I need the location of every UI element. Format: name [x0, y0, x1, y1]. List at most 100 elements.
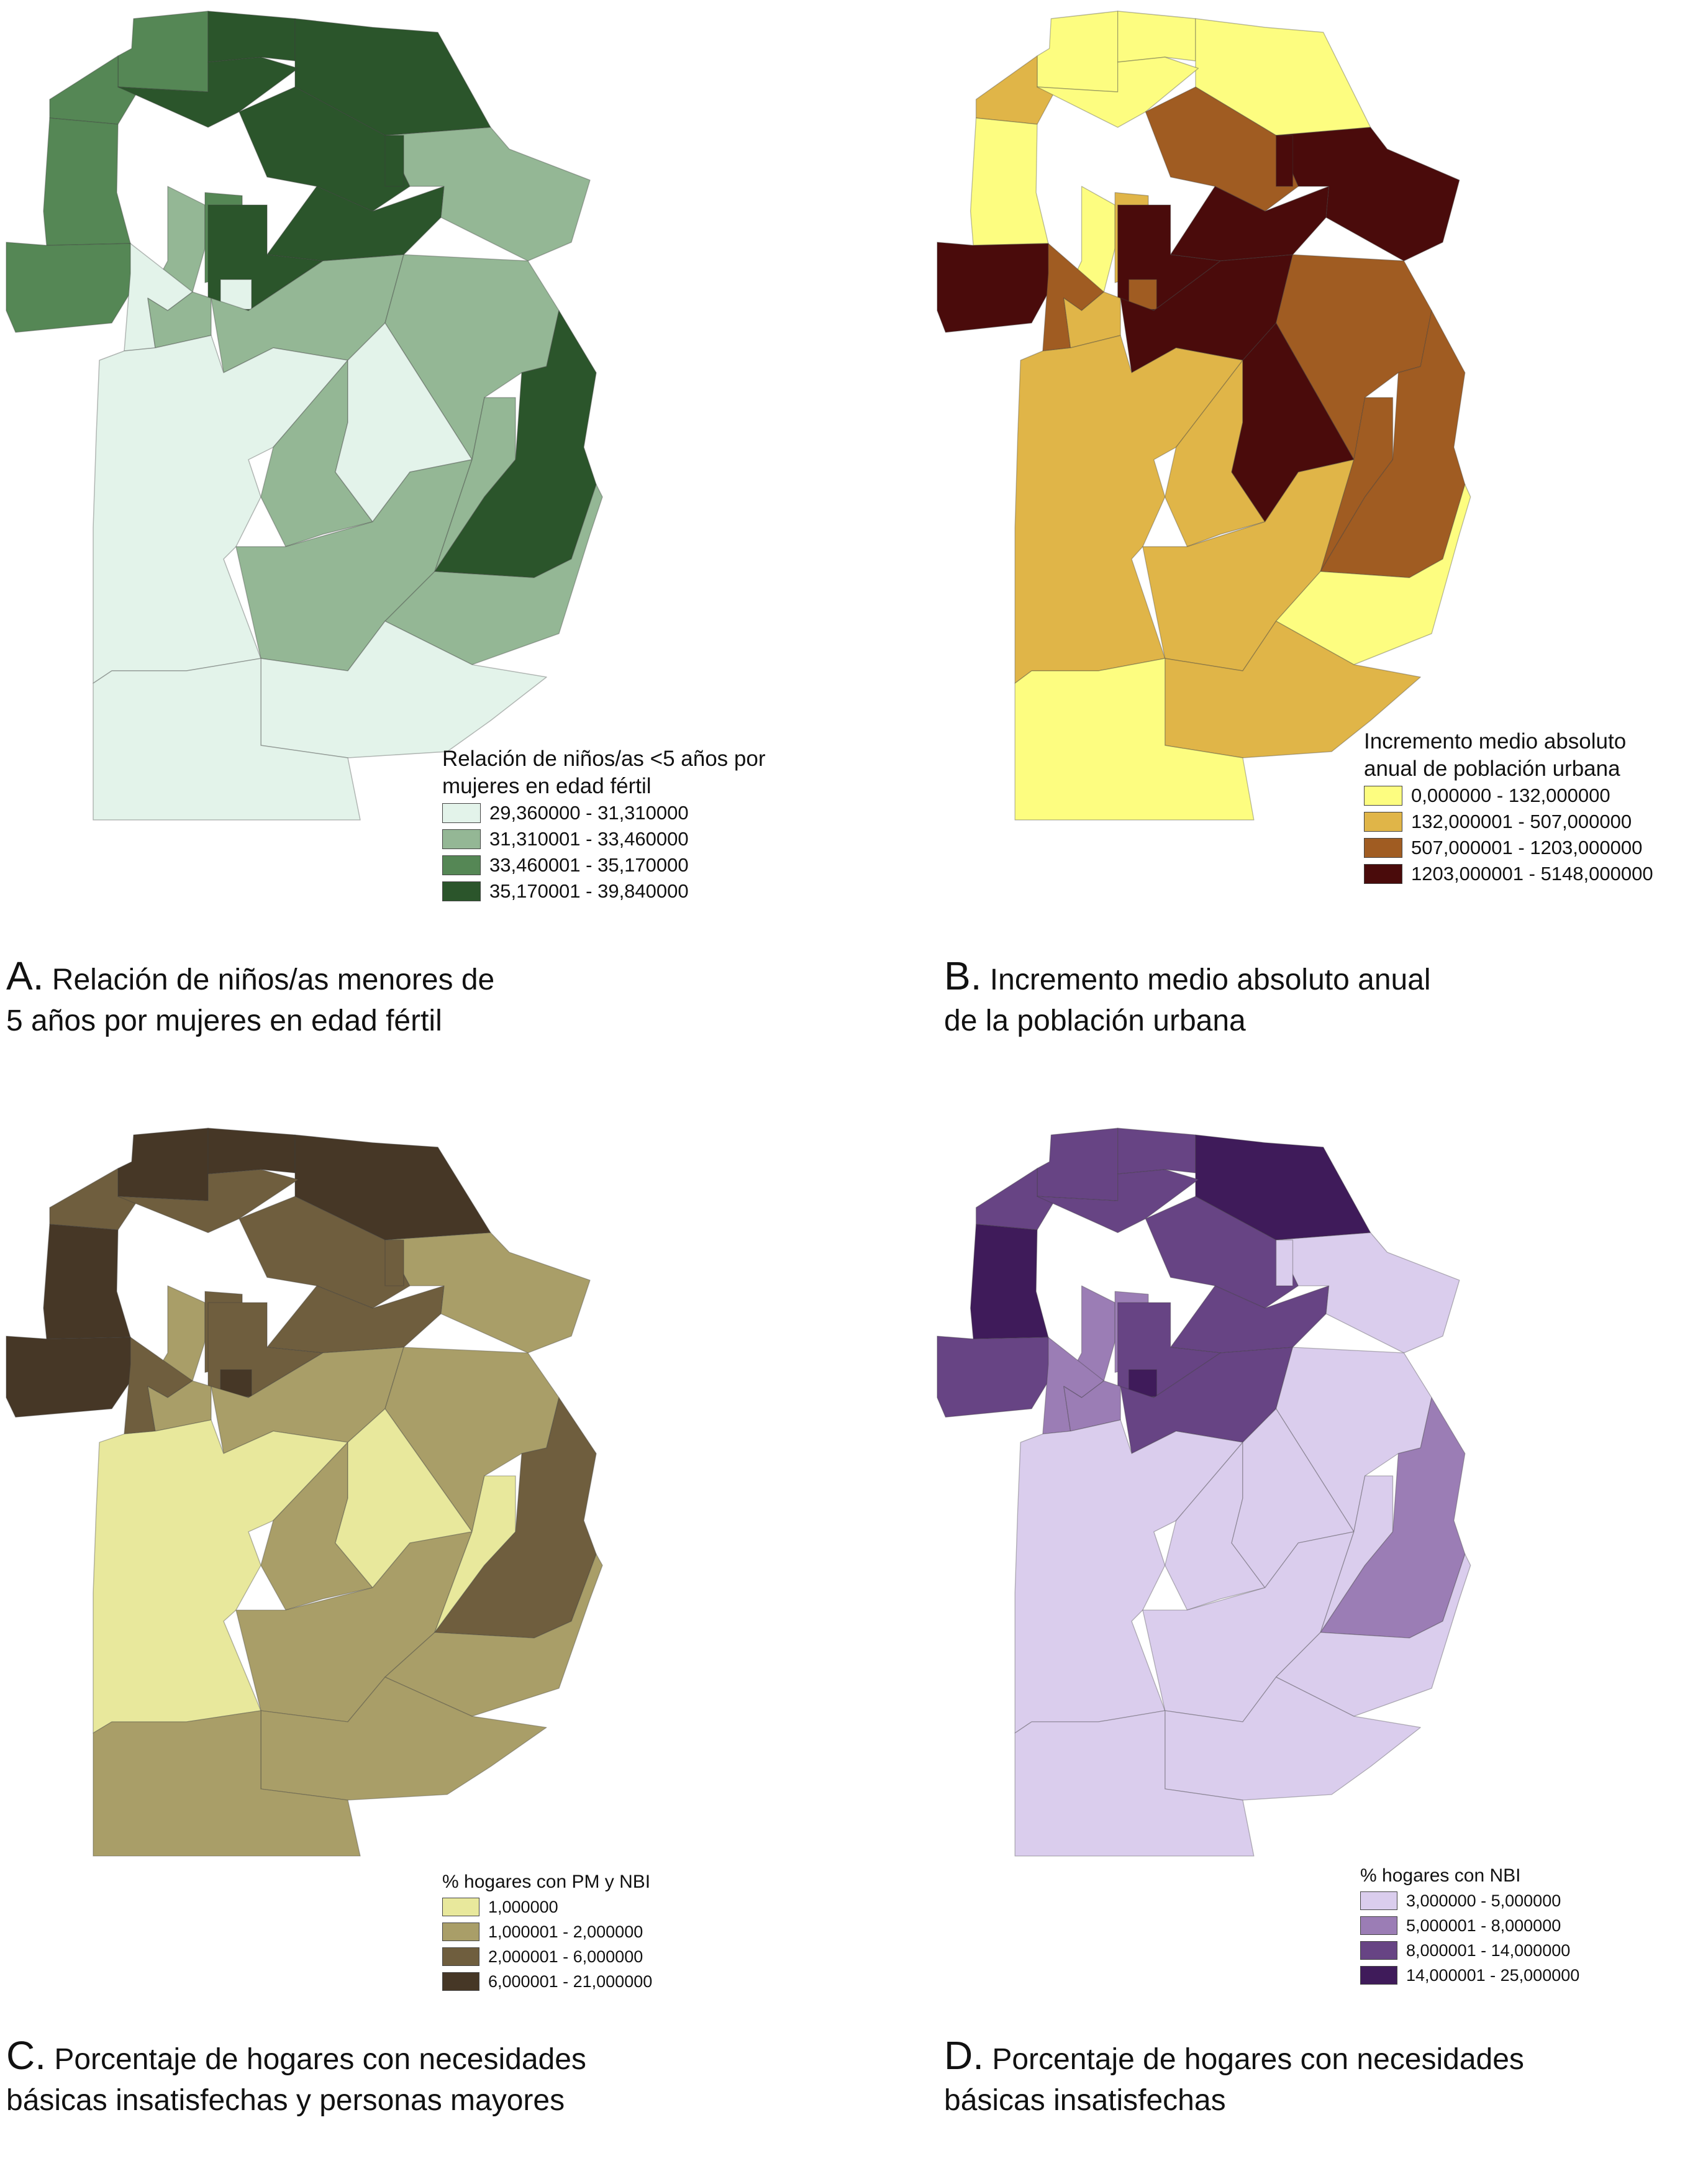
department-region: [238, 86, 411, 212]
caption-a: A. Relación de niños/as menores de 5 año…: [6, 955, 752, 1042]
department-region: [1275, 1239, 1294, 1286]
legend-d: % hogares con NBI 3,000000 - 5,000000 5,…: [1360, 1863, 1579, 1988]
department-region: [43, 1224, 131, 1340]
caption-text: Porcentaje de hogares con necesidades bá…: [944, 2043, 1524, 2117]
legend-label: 1,000001 - 2,000000: [488, 1922, 643, 1941]
choropleth-map-d: [937, 1127, 1471, 1857]
legend-swatch: [442, 1972, 479, 1991]
department-region: [1037, 11, 1119, 93]
legend-label: 132,000001 - 507,000000: [1411, 811, 1632, 832]
department-region: [1275, 1554, 1471, 1717]
department-region: [384, 127, 591, 262]
legend-label: 1203,000001 - 5148,000000: [1411, 863, 1653, 885]
department-region: [1037, 57, 1199, 128]
legend-title-a: Relación de niños/as <5 años por mujeres…: [442, 747, 766, 798]
department-layer: [937, 11, 1471, 821]
legend-item: 1,000000: [442, 1895, 652, 1919]
legend-swatch: [442, 1898, 479, 1916]
department-region: [434, 1397, 597, 1639]
department-region: [207, 1127, 296, 1175]
department-region: [434, 310, 597, 578]
legend-item: 2,000001 - 6,000000: [442, 1944, 652, 1969]
department-region: [1117, 1127, 1196, 1175]
department-region: [117, 11, 209, 93]
legend-item: 0,000000 - 132,000000: [1364, 783, 1653, 809]
legend-item: 507,000001 - 1203,000000: [1364, 835, 1653, 861]
legend-swatch: [1360, 1941, 1397, 1960]
department-region: [970, 1224, 1049, 1340]
caption-d: D. Porcentaje de hogares con necesidades…: [944, 2035, 1685, 2121]
department-region: [6, 242, 147, 333]
legend-swatch: [442, 855, 481, 875]
department-region: [1014, 658, 1255, 821]
department-region: [1170, 186, 1330, 262]
legend-swatch: [442, 1922, 479, 1941]
legend-label: 0,000000 - 132,000000: [1411, 785, 1610, 806]
map-panel-d: % hogares con NBI 3,000000 - 5,000000 5,…: [932, 1118, 1685, 2184]
legend-item: 1,000001 - 2,000000: [442, 1919, 652, 1944]
caption-letter: B.: [944, 953, 982, 998]
legend-swatch: [1364, 812, 1402, 832]
department-layer: [6, 11, 603, 821]
department-region: [207, 11, 296, 63]
legend-label: 33,460001 - 35,170000: [489, 854, 689, 876]
legend-label: 3,000000 - 5,000000: [1406, 1891, 1561, 1910]
legend-swatch: [1364, 786, 1402, 806]
legend-item: 8,000001 - 14,000000: [1360, 1938, 1579, 1963]
map-panel-a: Relación de niños/as <5 años por mujeres…: [0, 0, 842, 1066]
department-region: [937, 1335, 1063, 1418]
department-region: [384, 484, 603, 665]
department-region: [93, 658, 361, 821]
department-region: [1275, 135, 1294, 187]
legend-item: 29,360000 - 31,310000: [442, 800, 766, 826]
map-panel-b: Incremento medio absoluto anual de pobla…: [932, 0, 1685, 1066]
department-region: [1320, 310, 1466, 578]
department-region: [937, 242, 1063, 333]
department-region: [1275, 127, 1460, 262]
caption-letter: A.: [6, 953, 44, 998]
department-region: [117, 1169, 299, 1234]
legend-item: 5,000001 - 8,000000: [1360, 1913, 1579, 1938]
department-region: [43, 117, 131, 246]
department-layer: [6, 1127, 603, 1857]
department-region: [384, 1239, 404, 1286]
legend-item: 31,310001 - 33,460000: [442, 826, 766, 852]
legend-c: % hogares con PM y NBI 1,000000 1,000001…: [442, 1870, 652, 1994]
department-region: [1275, 1232, 1460, 1354]
legend-label: 31,310001 - 33,460000: [489, 828, 689, 850]
legend-swatch: [1364, 838, 1402, 858]
legend-label: 35,170001 - 39,840000: [489, 880, 689, 902]
department-region: [6, 1335, 147, 1418]
legend-label: 1,000000: [488, 1897, 558, 1916]
map-panel-c: % hogares con PM y NBI 1,000000 1,000001…: [0, 1118, 842, 2184]
legend-label: 8,000001 - 14,000000: [1406, 1941, 1571, 1960]
legend-a: Relación de niños/as <5 años por mujeres…: [442, 745, 766, 904]
legend-label: 14,000001 - 25,000000: [1406, 1965, 1580, 1985]
department-region: [1145, 86, 1299, 212]
legend-swatch: [1360, 1966, 1397, 1985]
department-region: [93, 1710, 361, 1857]
legend-item: 3,000000 - 5,000000: [1360, 1888, 1579, 1913]
legend-item: 33,460001 - 35,170000: [442, 852, 766, 878]
legend-title-d: % hogares con NBI: [1360, 1865, 1521, 1886]
caption-letter: D.: [944, 2033, 984, 2078]
choropleth-map-c: [6, 1127, 603, 1857]
legend-b: Incremento medio absoluto anual de pobla…: [1364, 728, 1653, 887]
choropleth-map-b: [937, 11, 1471, 821]
legend-swatch: [442, 803, 481, 823]
legend-swatch: [1364, 864, 1402, 884]
choropleth-map-a: [6, 11, 603, 821]
legend-swatch: [1360, 1916, 1397, 1935]
legend-item: 1203,000001 - 5148,000000: [1364, 861, 1653, 887]
legend-swatch: [442, 881, 481, 901]
department-region: [238, 1196, 411, 1309]
department-region: [1014, 1710, 1255, 1857]
department-region: [266, 1285, 445, 1354]
legend-item: 6,000001 - 21,000000: [442, 1969, 652, 1994]
department-region: [1037, 1169, 1199, 1234]
department-region: [384, 135, 404, 187]
caption-text: Incremento medio absoluto anual de la po…: [944, 963, 1431, 1037]
legend-item: 132,000001 - 507,000000: [1364, 809, 1653, 835]
legend-label: 5,000001 - 8,000000: [1406, 1916, 1561, 1935]
department-region: [970, 117, 1049, 246]
